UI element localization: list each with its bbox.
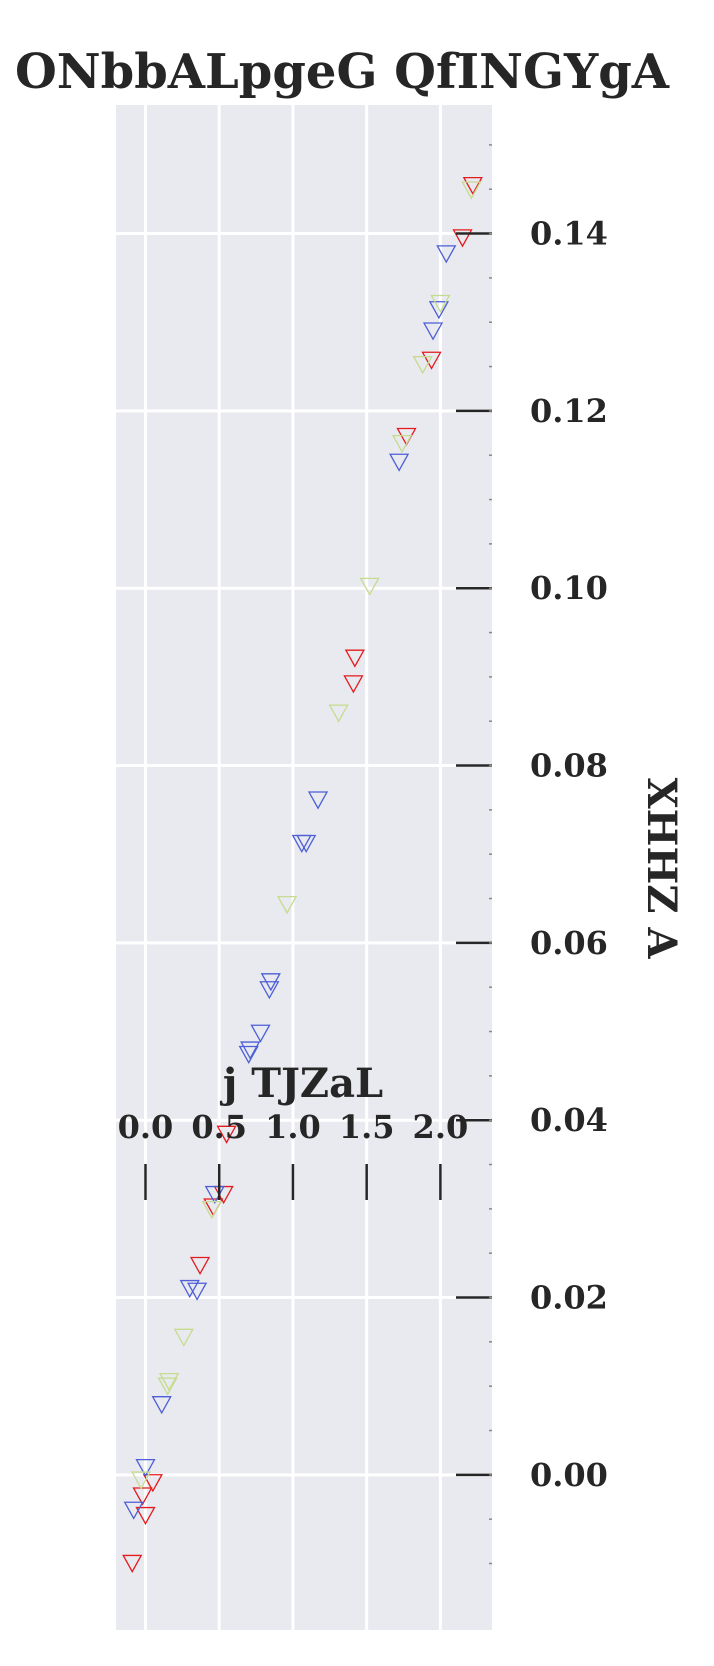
- data-point: [123, 1501, 144, 1520]
- data-point: [344, 649, 365, 668]
- data-point: [259, 981, 280, 1000]
- data-point: [173, 1328, 194, 1347]
- data-point: [201, 1201, 222, 1220]
- x-tick-label: 1.0: [265, 1108, 321, 1146]
- data-point: [428, 301, 450, 320]
- data-point: [291, 834, 312, 854]
- y-tick-label: 0.10: [530, 569, 608, 607]
- y-tick-label: 0.08: [530, 747, 608, 785]
- data-point: [158, 1373, 180, 1392]
- data-point: [142, 1474, 163, 1493]
- data-point: [132, 1487, 153, 1506]
- x-tick-label: 2.0: [413, 1108, 469, 1146]
- y-tick-label: 0.02: [530, 1279, 608, 1317]
- data-point: [135, 1459, 156, 1478]
- data-point: [276, 896, 298, 915]
- data-point: [328, 704, 349, 723]
- data-point: [307, 791, 329, 810]
- data-point: [412, 356, 433, 375]
- y-tick-label: 0.00: [530, 1456, 608, 1494]
- y-tick-label: 0.04: [530, 1101, 608, 1139]
- data-point: [389, 453, 410, 472]
- x-axis: 0.0 0.5 1.0 1.5 2.0: [118, 1108, 469, 1200]
- data-point: [343, 675, 364, 694]
- data-point: [461, 181, 482, 200]
- data-point: [421, 351, 442, 370]
- y-axis: 0.00 0.02 0.04 0.06 0.08 0.10 0.12 0.14: [456, 144, 608, 1565]
- y-tick-label: 0.06: [530, 924, 608, 962]
- data-point: [462, 176, 483, 196]
- plot-area: [116, 105, 492, 1630]
- data-points: [122, 176, 483, 1573]
- grid: [116, 105, 492, 1630]
- x-tick-label: 1.5: [339, 1108, 395, 1146]
- data-point: [422, 322, 444, 341]
- data-point: [130, 1471, 152, 1490]
- data-point: [430, 294, 451, 314]
- data-point: [157, 1377, 178, 1396]
- data-point: [216, 1125, 237, 1144]
- x-tick-label: 0.5: [191, 1108, 247, 1146]
- data-point: [135, 1506, 156, 1526]
- y-axis-label: XHHZ A: [638, 778, 685, 960]
- data-point: [436, 245, 457, 264]
- data-point: [122, 1554, 143, 1573]
- data-point: [452, 229, 473, 248]
- data-point: [250, 1024, 271, 1043]
- data-point: [189, 1256, 211, 1276]
- data-point: [359, 577, 380, 596]
- data-point: [238, 1045, 259, 1065]
- y-tick-label: 0.14: [530, 215, 608, 253]
- data-point: [151, 1396, 172, 1415]
- y-tick-label: 0.12: [530, 392, 608, 430]
- data-point: [391, 434, 413, 454]
- x-axis-label: j TJZaL: [220, 1060, 383, 1107]
- data-point: [240, 1041, 261, 1060]
- data-point: [179, 1279, 200, 1299]
- chart-title: ONbbALpgeG QfINGYgA: [15, 44, 670, 100]
- x-tick-label: 0.0: [118, 1108, 174, 1146]
